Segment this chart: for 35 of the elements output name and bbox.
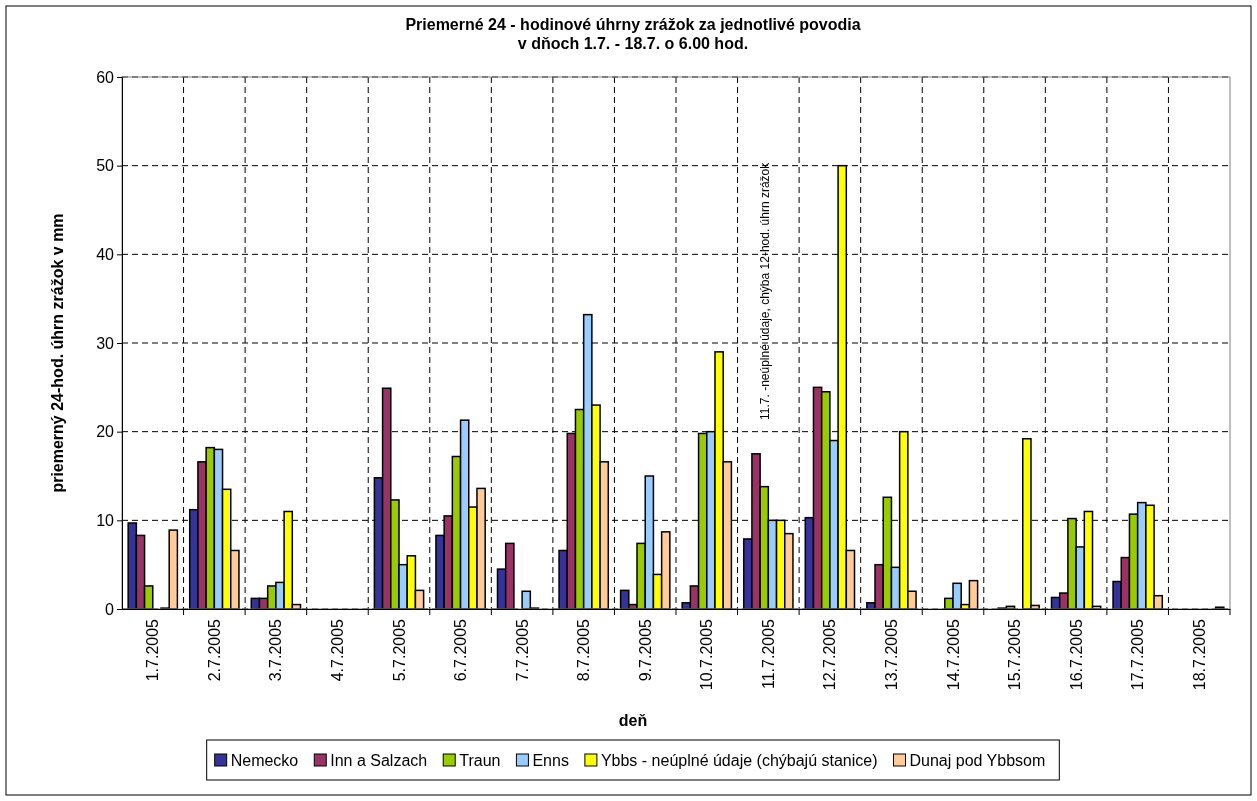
y-tick-label: 0 xyxy=(105,600,115,618)
x-tick-label: 14.7.2005 xyxy=(944,618,962,691)
legend-label: Enns xyxy=(532,751,569,769)
legend-label: Traun xyxy=(459,751,501,769)
y-tick-label: 50 xyxy=(96,157,115,175)
x-tick-label: 10.7.2005 xyxy=(698,618,716,691)
x-tick-label: 12.7.2005 xyxy=(821,618,839,691)
y-tick-label: 40 xyxy=(96,245,115,263)
x-tick-label: 17.7.2005 xyxy=(1129,618,1147,691)
x-tick-label: 15.7.2005 xyxy=(1006,618,1024,691)
y-axis-title: priemerný 24-hod. úhrn zrážok v mm xyxy=(49,213,66,493)
chart-title: Priemerné 24 - hodinové úhrny zrážok za jednotlivé povodia v dňoch 1.7. - 18.7. o 6.00 hod. xyxy=(405,16,861,52)
x-tick-label: 6.7.2005 xyxy=(452,618,470,682)
legend-label: Dunaj pod Ybbsom xyxy=(909,751,1046,769)
legend-label: Ybbs - neúplné údaje (chýbajú stanice) xyxy=(600,751,878,769)
x-tick-label: 2.7.2005 xyxy=(205,618,223,682)
x-tick-label: 16.7.2005 xyxy=(1067,618,1085,691)
y-tick-label: 60 xyxy=(96,68,115,86)
x-tick-label: 3.7.2005 xyxy=(267,618,285,682)
annotation: 11.7. -neúplné údaje, chýba 12-hod. úhrn zrážok xyxy=(757,161,772,420)
legend-label: Inn a Salzach xyxy=(330,751,428,769)
y-tick-label: 30 xyxy=(96,334,115,352)
x-tick-label: 18.7.2005 xyxy=(1190,618,1208,691)
x-tick-label: 11.7.2005 xyxy=(759,618,777,689)
x-tick-label: 13.7.2005 xyxy=(883,618,901,691)
x-tick-label: 8.7.2005 xyxy=(575,618,593,682)
x-tick-label: 1.7.2005 xyxy=(144,618,162,682)
y-tick-label: 10 xyxy=(96,511,115,529)
x-tick-label: 4.7.2005 xyxy=(329,618,347,682)
x-tick-label: 9.7.2005 xyxy=(636,618,654,682)
x-tick-label: 7.7.2005 xyxy=(513,618,531,682)
x-tick-label: 5.7.2005 xyxy=(390,618,408,682)
legend-label: Nemecko xyxy=(230,751,299,769)
x-axis-title: deň xyxy=(618,712,648,729)
y-tick-label: 20 xyxy=(96,423,115,441)
